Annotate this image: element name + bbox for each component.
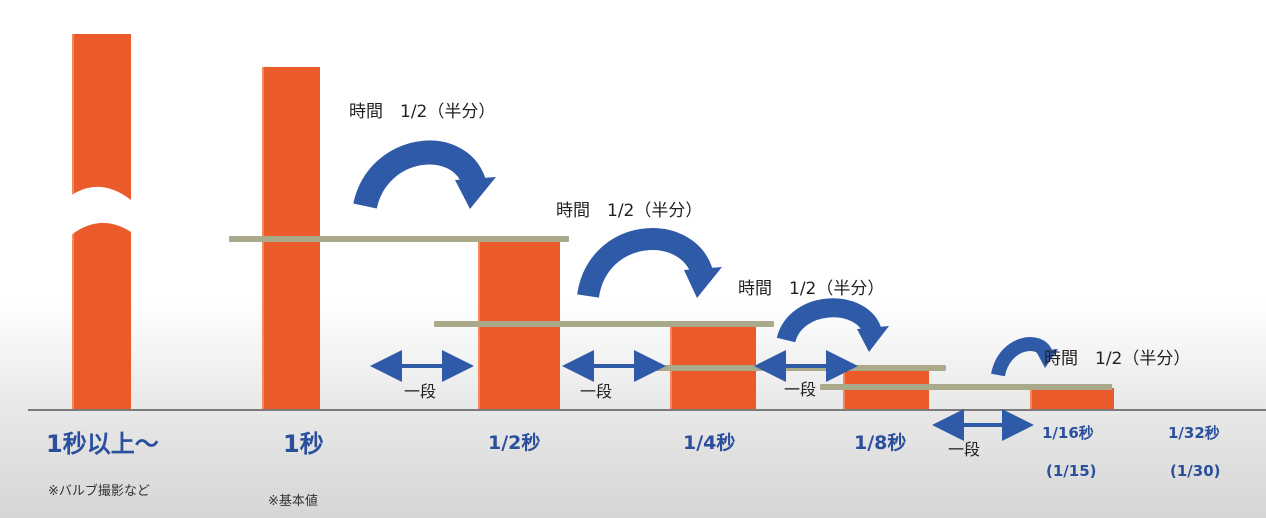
one-stop-label-3: 一段 [784, 380, 817, 399]
step-line-2 [434, 321, 774, 327]
step-line-3b [820, 384, 1112, 390]
label-1-16-second: 1/16秒 [1042, 424, 1094, 442]
curve-arrow-3 [776, 298, 889, 352]
note-base-value: ※基本値 [268, 494, 318, 509]
one-stop-label-2: 一段 [580, 382, 613, 401]
label-1-2-second: 1/2秒 [488, 432, 541, 454]
label-1-4-second: 1/4秒 [683, 432, 736, 454]
half-time-label-3: 時間 1/2（半分） [738, 279, 885, 299]
label-1-second-plus: 1秒以上～ [46, 430, 159, 458]
one-stop-label-4: 一段 [948, 440, 981, 459]
note-bulb: ※バルブ撮影など [48, 484, 150, 499]
baseline [28, 409, 1266, 411]
curve-arrow-4 [991, 337, 1058, 377]
half-time-label-4: 時間 1/2（半分） [1044, 349, 1191, 369]
label-1-32-second: 1/32秒 [1168, 424, 1220, 442]
half-time-label-2: 時間 1/2（半分） [556, 201, 703, 221]
bar-1-16-second [1030, 388, 1114, 409]
one-stop-label-1: 一段 [404, 382, 437, 401]
label-1-15-sub: (1/15) [1046, 462, 1097, 480]
step-line-1 [229, 236, 569, 242]
curve-arrow-2 [577, 228, 722, 299]
curve-arrow-1 [353, 140, 496, 210]
label-1-second: 1秒 [283, 430, 324, 458]
half-time-label-1: 時間 1/2（半分） [349, 102, 496, 122]
label-1-30-sub: (1/30) [1170, 462, 1221, 480]
label-1-8-second: 1/8秒 [854, 432, 907, 454]
